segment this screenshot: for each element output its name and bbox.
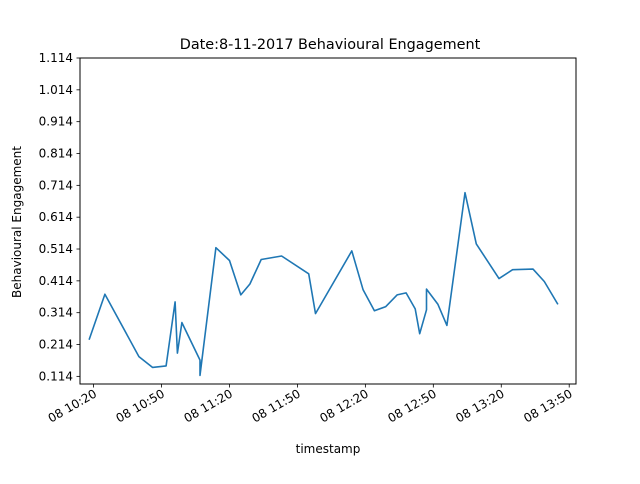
x-tick-label: 08 11:50 xyxy=(249,386,302,425)
x-tick-label: 08 10:50 xyxy=(114,386,167,425)
x-tick-label: 08 11:20 xyxy=(181,386,234,425)
y-axis: 0.114 0.214 0.314 0.414 0.514 0.614 0.714 0.814… xyxy=(39,51,80,383)
x-axis: 08 10:20 08 10:50 08 11:20 08 11:50 08 12:20… xyxy=(46,384,575,425)
y-tick-label: 0.914 xyxy=(39,115,73,129)
x-tick-label: 08 13:50 xyxy=(521,386,574,425)
y-tick-label: 0.114 xyxy=(39,369,73,383)
y-tick-label: 0.314 xyxy=(39,306,73,320)
y-tick-label: 0.514 xyxy=(39,242,73,256)
x-tick-label: 08 12:20 xyxy=(317,386,370,425)
x-tick-label: 08 12:50 xyxy=(385,386,438,425)
y-tick-label: 0.414 xyxy=(39,274,73,288)
y-tick-label: 1.014 xyxy=(39,83,73,97)
y-axis-label: Behavioural Engagement xyxy=(10,146,24,298)
y-tick-label: 0.814 xyxy=(39,147,73,161)
x-axis-label: timestamp xyxy=(296,442,361,456)
x-tick-label: 08 10:20 xyxy=(46,386,99,425)
chart-title: Date:8-11-2017 Behavioural Engagement xyxy=(180,37,481,53)
plot-frame xyxy=(79,57,577,385)
plot-area xyxy=(88,191,559,377)
y-tick-label: 0.714 xyxy=(39,178,73,192)
y-tick-label: 0.614 xyxy=(39,210,73,224)
y-tick-label: 0.214 xyxy=(39,338,73,352)
x-tick-label: 08 13:20 xyxy=(453,386,506,425)
y-tick-label: 1.114 xyxy=(39,51,73,65)
engagement-series-line xyxy=(88,191,559,377)
